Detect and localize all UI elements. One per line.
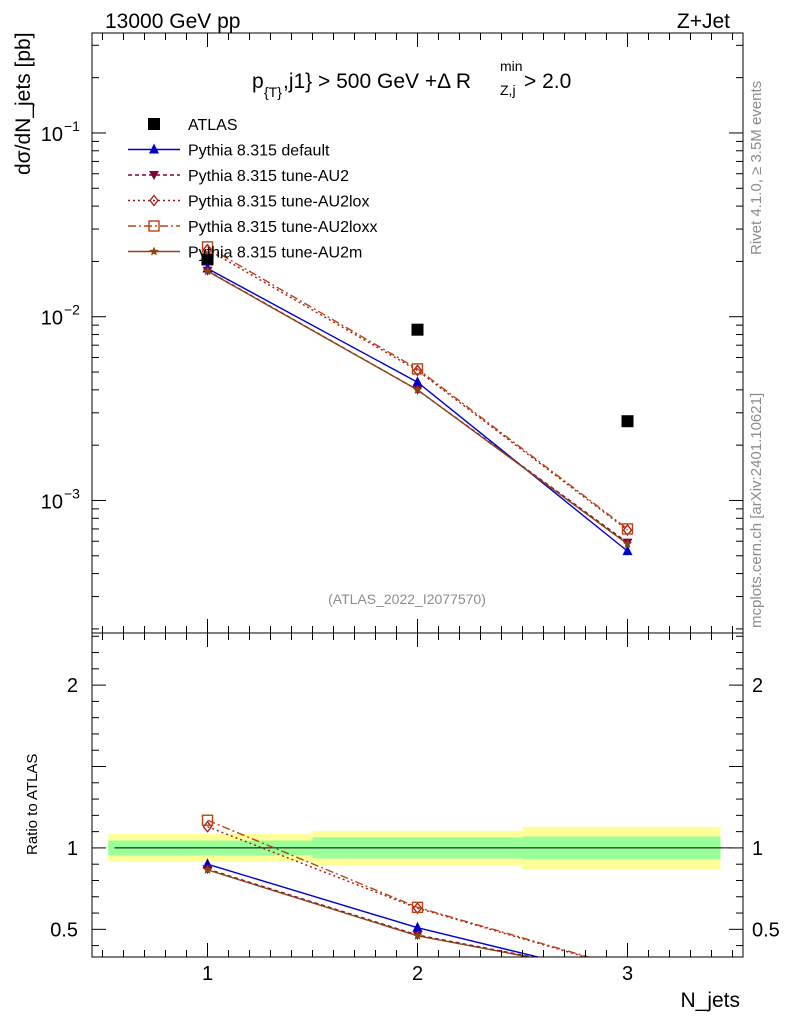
title-sub: Z,j [500,82,516,98]
x-tick-label: 2 [412,963,423,985]
rivet-version-label: Rivet 4.1.0, ≥ 3.5M events [748,81,765,255]
y-tick-label-main-exp: −3 [64,485,80,501]
process-label: Z+Jet [677,10,730,33]
data-point-au2loxx [621,523,634,535]
y-axis-label-ratio: Ratio to ATLAS [24,754,41,855]
title-sub-a: {T} [264,84,282,100]
legend-marker-au2m [149,246,159,256]
data-point-data [201,253,214,266]
y-tick-label-ratio-right: 2 [752,675,763,697]
y-tick-label-main-exp: −1 [64,118,80,134]
data-point-au2m [412,384,423,394]
legend: ATLAS Pythia 8.315 default Pythia 8.315 tu… [128,117,377,262]
data-point-data [411,323,424,336]
y-tick-label-ratio-left: 2 [67,675,78,697]
series-line-default [207,267,628,552]
series-line-au2loxx [207,246,628,530]
ratio-point-au2loxx [201,814,214,826]
data-point-default [622,545,633,556]
y-axis-label-main-text: dσ/dN_jets [pb] [12,32,35,175]
main-plot-area: ATLAS Pythia 8.315 default Pythia 8.315 tu… [128,117,634,556]
title-part-a: p [252,70,264,93]
y-tick-label-main-base: 10 [41,491,63,513]
data-point-default [412,376,423,387]
y-tick-label-main-base: 10 [41,124,63,146]
legend-label-au2m: Pythia 8.315 tune-AU2m [188,245,362,262]
ratio-point-au2loxx [411,901,424,914]
ratio-line-default [207,863,541,957]
ratio-series [201,814,591,957]
data-point-au2loxx [201,241,214,253]
ratio-point-au2m [412,930,423,940]
ratio-point-au2m [202,864,213,874]
energy-label: 13000 GeV pp [105,10,240,33]
legend-label-au2lox: Pythia 8.315 tune-AU2lox [188,194,369,211]
x-axis-label: N_jets [680,989,740,1012]
y-tick-label-ratio-right: 0.5 [752,919,780,941]
plot-title: p {T} ,j1} > 500 GeV +Δ R min Z,j > 2.0 [252,58,571,100]
y-tick-label-main-base: 10 [41,308,63,330]
x-tick-label: 3 [622,963,633,985]
ratio-line-au2loxx [207,819,591,957]
series-line-au2lox [207,248,628,531]
y-tick-label-ratio-right: 1 [752,838,763,860]
legend-label-au2loxx: Pythia 8.315 tune-AU2loxx [188,219,377,236]
legend-marker-au2lox [149,194,159,207]
main-series [201,241,634,556]
title-part-c: > 2.0 [524,70,571,93]
y-axis-label-main: dσ/dN_jets [pb] [12,32,35,175]
analysis-watermark: (ATLAS_2022_I2077570) [328,591,486,607]
data-point-au2m [202,266,213,276]
legend-label-default: Pythia 8.315 default [188,143,330,160]
ratio-line-au2lox [207,826,589,957]
y-tick-label-main-exp: −2 [64,302,80,318]
legend-marker-default [149,143,159,154]
data-point-au2loxx [411,363,424,375]
legend-label-data: ATLAS [188,117,238,134]
mcplots-label: mcplots.cern.ch [arXiv:2401.10621] [748,393,765,628]
axes-layer: 10 −110 −210 −31 2 30.5 0.51 12 2 [41,32,780,985]
title-part-b: ,j1} > 500 GeV +Δ R [283,70,471,93]
legend-label-au2: Pythia 8.315 tune-AU2 [188,168,349,185]
y-tick-label-ratio-left: 0.5 [50,919,78,941]
data-point-au2m [622,538,633,548]
ratio-point-default [412,921,423,932]
legend-marker-au2loxx [148,220,160,232]
series-line-au2m [207,270,628,545]
y-tick-label-ratio-left: 1 [67,838,78,860]
x-tick-label: 1 [202,963,213,985]
title-sup: min [500,58,523,74]
data-point-au2lox [412,364,423,377]
legend-marker-data [148,118,160,130]
data-point-data [621,415,634,428]
series-line-au2 [207,270,628,544]
legend-marker-au2 [149,171,159,180]
ratio-plot-area [108,814,731,957]
data-point-au2lox [622,524,633,537]
